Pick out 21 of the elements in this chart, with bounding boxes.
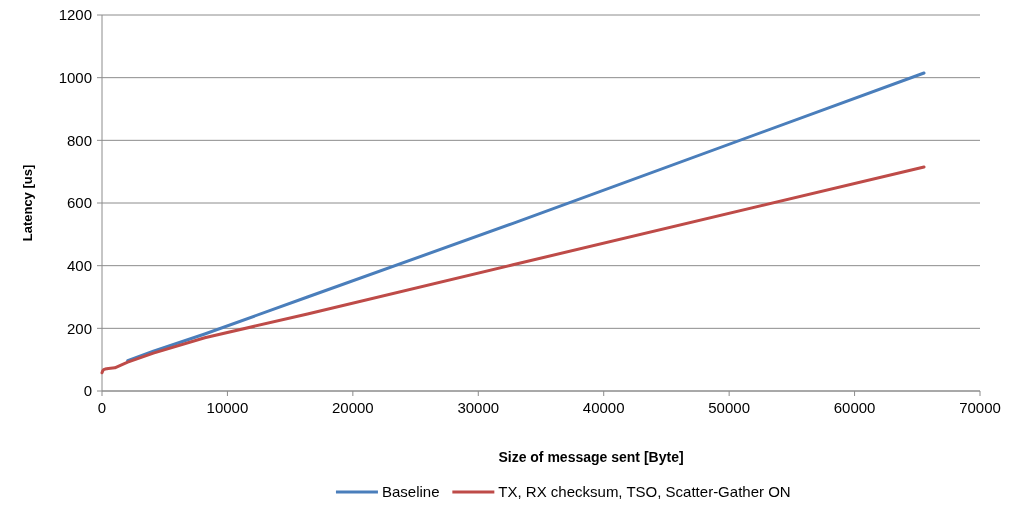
y-tick-label: 1000 [58, 68, 92, 86]
y-tick-label: 600 [66, 194, 92, 212]
y-tick-label: 0 [83, 382, 92, 400]
x-tick-label: 60000 [833, 399, 876, 416]
y-tick-label: 800 [66, 131, 92, 149]
x-axis-title: Size of message sent [Byte] [498, 449, 684, 465]
x-tick-label: 70000 [959, 399, 1001, 416]
y-axis-title: Latency [us] [20, 164, 35, 242]
legend-label: TX, RX checksum, TSO, Scatter-Gather ON [498, 483, 791, 500]
x-tick-label: 20000 [332, 399, 374, 416]
x-tick-label: 10000 [206, 399, 249, 416]
y-tick-label: 200 [66, 319, 92, 337]
x-tick-label: 40000 [582, 399, 625, 416]
y-tick-label: 400 [66, 256, 92, 274]
x-tick-label: 50000 [708, 399, 750, 416]
legend-label: Baseline [381, 483, 440, 500]
y-tick-label: 1200 [58, 6, 92, 24]
x-tick-label: 30000 [457, 399, 500, 416]
line-series [100, 165, 926, 375]
line-series [126, 71, 926, 363]
x-tick-label: 0 [97, 399, 107, 416]
